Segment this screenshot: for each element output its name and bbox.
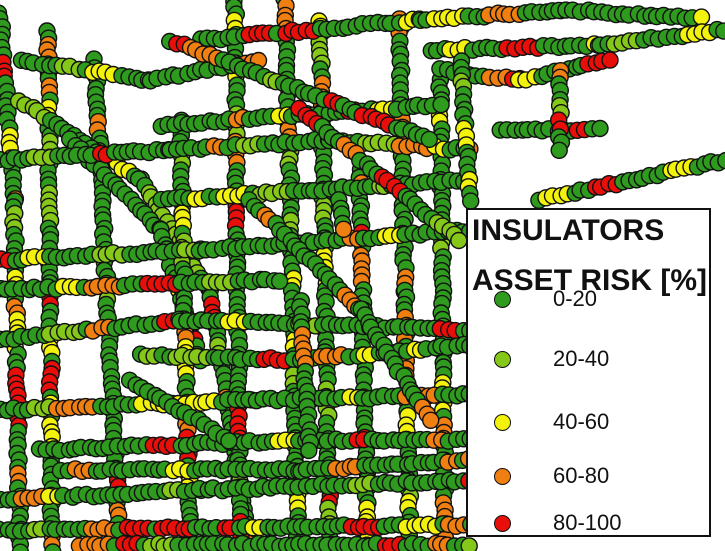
insulator-marker [44,543,62,551]
insulator-marker [692,8,711,26]
legend-item-80-100: 80-100 [494,508,622,538]
map-legend: INSULATORS ASSET RISK [%] 0-20 20-40 40-… [466,208,711,537]
legend-label-80-100: 80-100 [553,510,622,535]
legend-item-60-80: 60-80 [494,461,609,491]
insulator-marker [450,231,468,250]
insulator-marker [270,272,289,290]
legend-item-40-60: 40-60 [494,407,609,437]
insulator-marker [11,543,30,551]
legend-swatch-80-100 [494,514,511,532]
insulator-marker [601,51,619,69]
insulator-marker [462,192,480,210]
legend-label-20-40: 20-40 [553,346,610,371]
insulator-marker [717,151,725,170]
insulator-marker [300,441,318,460]
legend-label-40-60: 40-60 [553,409,610,434]
legend-swatch-60-80 [494,467,511,485]
insulator-marker [220,432,238,450]
legend-swatch-40-60 [494,413,511,431]
legend-swatch-20-40 [494,350,511,368]
insulator-marker [422,411,440,429]
legend-swatch-0-20 [494,290,511,308]
insulator-marker [591,119,609,138]
legend-title: INSULATORS [472,214,665,247]
insulator-marker [550,141,568,160]
legend-item-0-20: 0-20 [494,284,597,314]
insulator-marker [460,537,478,551]
legend-item-20-40: 20-40 [494,344,609,374]
insulator-marker [420,130,438,149]
insulator-marker [715,22,725,40]
insulator-marker [334,220,353,239]
legend-label-60-80: 60-80 [553,463,610,488]
legend-subtitle: ASSET RISK [%] [472,264,708,297]
insulator-marker [432,95,450,114]
legend-label-0-20: 0-20 [553,286,598,311]
